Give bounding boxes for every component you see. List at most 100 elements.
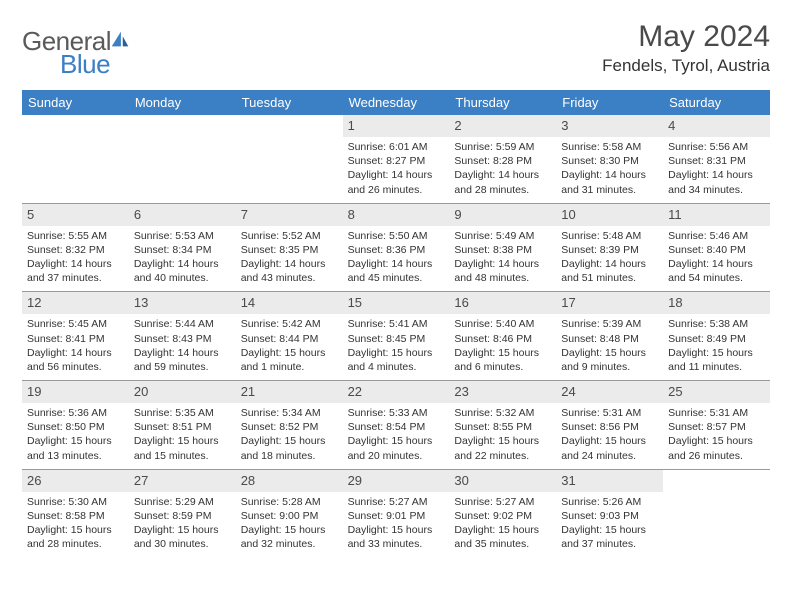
day-info: Sunrise: 5:52 AMSunset: 8:35 PMDaylight:… (241, 229, 338, 286)
week-row: 5 Sunrise: 5:55 AMSunset: 8:32 PMDaylight… (22, 203, 770, 292)
day-info: Sunrise: 5:42 AMSunset: 8:44 PMDaylight:… (241, 317, 338, 374)
day-number: 28 (241, 473, 255, 488)
logo-text-blue: Blue (60, 49, 110, 80)
day-info: Sunrise: 5:46 AMSunset: 8:40 PMDaylight:… (668, 229, 765, 286)
week-row: 1 Sunrise: 6:01 AMSunset: 8:27 PMDaylight… (22, 115, 770, 203)
daynum-row: 26 (22, 470, 129, 492)
day-header: Thursday (449, 90, 556, 115)
calendar-cell: 16Sunrise: 5:40 AMSunset: 8:46 PMDayligh… (449, 292, 556, 380)
day-number: 24 (561, 384, 575, 399)
calendar-cell: 5 Sunrise: 5:55 AMSunset: 8:32 PMDaylight… (22, 204, 129, 292)
calendar-cell: 14Sunrise: 5:42 AMSunset: 8:44 PMDayligh… (236, 292, 343, 380)
month-title: May 2024 (602, 20, 770, 54)
daynum-row (22, 115, 129, 119)
day-info: Sunrise: 5:32 AMSunset: 8:55 PMDaylight:… (454, 406, 551, 463)
calendar-cell: 18Sunrise: 5:38 AMSunset: 8:49 PMDayligh… (663, 292, 770, 380)
logo: GeneralBlue (22, 26, 131, 80)
location: Fendels, Tyrol, Austria (602, 56, 770, 76)
calendar-cell (236, 115, 343, 203)
day-number: 30 (454, 473, 468, 488)
daynum-row: 22 (343, 381, 450, 403)
day-info: Sunrise: 5:53 AMSunset: 8:34 PMDaylight:… (134, 229, 231, 286)
daynum-row: 9 (449, 204, 556, 226)
daynum-row: 8 (343, 204, 450, 226)
day-number: 9 (454, 207, 461, 222)
day-info: Sunrise: 5:35 AMSunset: 8:51 PMDaylight:… (134, 406, 231, 463)
calendar-cell: 20 Sunrise: 5:35 AMSunset: 8:51 PMDayligh… (129, 381, 236, 469)
daynum-row: 19 (22, 381, 129, 403)
day-number: 11 (668, 207, 682, 222)
sail-icon (109, 28, 131, 50)
day-info: Sunrise: 5:55 AMSunset: 8:32 PMDaylight:… (27, 229, 124, 286)
day-info: Sunrise: 5:27 AMSunset: 9:01 PMDaylight:… (348, 495, 445, 552)
day-header: Wednesday (343, 90, 450, 115)
day-info: Sunrise: 5:26 AMSunset: 9:03 PMDaylight:… (561, 495, 658, 552)
calendar-cell: 21Sunrise: 5:34 AMSunset: 8:52 PMDayligh… (236, 381, 343, 469)
day-info: Sunrise: 5:28 AMSunset: 9:00 PMDaylight:… (241, 495, 338, 552)
daynum-row: 21 (236, 381, 343, 403)
daynum-row: 24 (556, 381, 663, 403)
day-number: 1 (348, 118, 355, 133)
day-number: 15 (348, 295, 362, 310)
day-info: Sunrise: 5:29 AMSunset: 8:59 PMDaylight:… (134, 495, 231, 552)
day-headers-row: SundayMondayTuesdayWednesdayThursdayFrid… (22, 90, 770, 115)
calendar-cell: 4Sunrise: 5:56 AMSunset: 8:31 PMDaylight… (663, 115, 770, 203)
day-number: 31 (561, 473, 575, 488)
daynum-row: 25 (663, 381, 770, 403)
day-number: 18 (668, 295, 682, 310)
day-info: Sunrise: 5:41 AMSunset: 8:45 PMDaylight:… (348, 317, 445, 374)
calendar: SundayMondayTuesdayWednesdayThursdayFrid… (22, 90, 770, 557)
daynum-row: 7 (236, 204, 343, 226)
daynum-row: 18 (663, 292, 770, 314)
day-info: Sunrise: 5:31 AMSunset: 8:57 PMDaylight:… (668, 406, 765, 463)
daynum-row: 15 (343, 292, 450, 314)
day-number: 21 (241, 384, 255, 399)
day-header: Friday (556, 90, 663, 115)
day-number: 25 (668, 384, 682, 399)
day-info: Sunrise: 5:50 AMSunset: 8:36 PMDaylight:… (348, 229, 445, 286)
calendar-cell (663, 470, 770, 558)
day-info: Sunrise: 5:59 AMSunset: 8:28 PMDaylight:… (454, 140, 551, 197)
daynum-row (236, 115, 343, 119)
day-number: 3 (561, 118, 568, 133)
header: GeneralBlue May 2024 Fendels, Tyrol, Aus… (22, 20, 770, 80)
calendar-cell: 13 Sunrise: 5:44 AMSunset: 8:43 PMDayligh… (129, 292, 236, 380)
calendar-cell: 23 Sunrise: 5:32 AMSunset: 8:55 PMDayligh… (449, 381, 556, 469)
day-info: Sunrise: 5:45 AMSunset: 8:41 PMDaylight:… (27, 317, 124, 374)
daynum-row: 29 (343, 470, 450, 492)
day-number: 22 (348, 384, 362, 399)
daynum-row: 6 (129, 204, 236, 226)
calendar-cell: 9 Sunrise: 5:49 AMSunset: 8:38 PMDaylight… (449, 204, 556, 292)
daynum-row (129, 115, 236, 119)
day-info: Sunrise: 5:30 AMSunset: 8:58 PMDaylight:… (27, 495, 124, 552)
calendar-cell: 31 Sunrise: 5:26 AMSunset: 9:03 PMDayligh… (556, 470, 663, 558)
daynum-row: 12 (22, 292, 129, 314)
day-number: 26 (27, 473, 41, 488)
day-info: Sunrise: 5:44 AMSunset: 8:43 PMDaylight:… (134, 317, 231, 374)
day-number: 23 (454, 384, 468, 399)
week-row: 26 Sunrise: 5:30 AMSunset: 8:58 PMDayligh… (22, 469, 770, 558)
day-number: 4 (668, 118, 675, 133)
calendar-cell: 7 Sunrise: 5:52 AMSunset: 8:35 PMDaylight… (236, 204, 343, 292)
daynum-row: 30 (449, 470, 556, 492)
calendar-cell (22, 115, 129, 203)
calendar-cell: 19 Sunrise: 5:36 AMSunset: 8:50 PMDayligh… (22, 381, 129, 469)
day-info: Sunrise: 6:01 AMSunset: 8:27 PMDaylight:… (348, 140, 445, 197)
calendar-cell: 12 Sunrise: 5:45 AMSunset: 8:41 PMDayligh… (22, 292, 129, 380)
week-row: 12 Sunrise: 5:45 AMSunset: 8:41 PMDayligh… (22, 291, 770, 380)
daynum-row: 17 (556, 292, 663, 314)
week-row: 19 Sunrise: 5:36 AMSunset: 8:50 PMDayligh… (22, 380, 770, 469)
calendar-cell: 2Sunrise: 5:59 AMSunset: 8:28 PMDaylight… (449, 115, 556, 203)
day-number: 8 (348, 207, 355, 222)
calendar-cell: 11 Sunrise: 5:46 AMSunset: 8:40 PMDayligh… (663, 204, 770, 292)
day-info: Sunrise: 5:36 AMSunset: 8:50 PMDaylight:… (27, 406, 124, 463)
daynum-row: 13 (129, 292, 236, 314)
calendar-cell: 28 Sunrise: 5:28 AMSunset: 9:00 PMDayligh… (236, 470, 343, 558)
day-info: Sunrise: 5:49 AMSunset: 8:38 PMDaylight:… (454, 229, 551, 286)
day-number: 5 (27, 207, 34, 222)
day-info: Sunrise: 5:33 AMSunset: 8:54 PMDaylight:… (348, 406, 445, 463)
calendar-cell: 3Sunrise: 5:58 AMSunset: 8:30 PMDaylight… (556, 115, 663, 203)
calendar-cell: 27Sunrise: 5:29 AMSunset: 8:59 PMDayligh… (129, 470, 236, 558)
day-info: Sunrise: 5:31 AMSunset: 8:56 PMDaylight:… (561, 406, 658, 463)
day-number: 20 (134, 384, 148, 399)
